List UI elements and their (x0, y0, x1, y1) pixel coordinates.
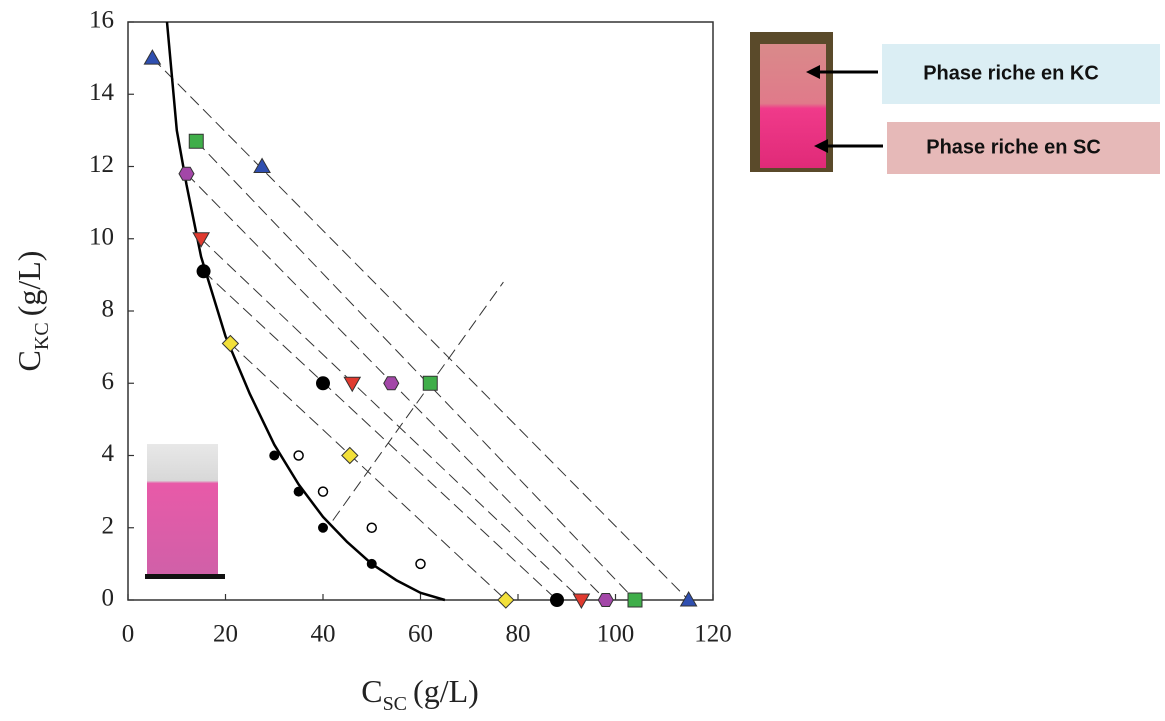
tie-line (152, 57, 689, 601)
marker (597, 593, 614, 607)
marker (679, 590, 698, 607)
y-label-symbol: C (11, 350, 47, 371)
marker (415, 558, 426, 570)
marker (293, 486, 304, 497)
x-tick-label: 0 (122, 621, 135, 648)
y-tick-label: 2 (102, 512, 115, 539)
x-tick-label: 100 (597, 621, 635, 648)
y-tick-label: 6 (102, 368, 115, 395)
arrow-head (806, 65, 820, 79)
annotation-box (882, 44, 1160, 104)
y-tick-label: 8 (102, 296, 115, 323)
marker (316, 376, 330, 391)
marker (366, 558, 377, 569)
y-tick-label: 10 (89, 223, 114, 250)
marker (293, 450, 304, 461)
x-tick-label: 40 (311, 621, 336, 648)
y-tick-label: 16 (89, 7, 114, 34)
x-axis-label: CSC (g/L) (361, 673, 479, 715)
marker (253, 157, 271, 173)
binodal-curve (165, 21, 446, 602)
marker (196, 264, 211, 279)
y-tick-label: 12 (89, 151, 114, 178)
marker (383, 376, 400, 391)
tie-line (195, 140, 636, 601)
inset-photo (145, 444, 225, 579)
annotation-text: Phase riche en SC (926, 136, 1101, 158)
x-tick-label: 60 (408, 621, 433, 648)
annotation-text: Phase riche en KC (923, 62, 1099, 84)
marker (269, 450, 280, 461)
arrow-head (814, 139, 828, 153)
x-tick-label: 80 (506, 621, 531, 648)
marker (341, 446, 359, 465)
marker (178, 166, 195, 181)
marker (422, 375, 438, 391)
x-label-symbol: C (361, 673, 382, 709)
annotation-box (887, 122, 1160, 174)
marker (343, 376, 362, 393)
tie-line (200, 238, 582, 601)
marker (572, 593, 591, 610)
marker (143, 49, 162, 65)
annotations: Phase riche en KC Phase riche en SC (806, 44, 1160, 174)
vial-photo (750, 32, 833, 172)
y-tick-label: 4 (102, 440, 115, 467)
y-tick-label: 14 (89, 79, 115, 106)
x-label-unit: (g/L) (413, 673, 479, 709)
marker (317, 486, 329, 497)
marker (221, 334, 240, 353)
marker (188, 133, 204, 149)
y-axis-label: CKC (g/L) (11, 251, 53, 372)
tie-line (203, 270, 558, 601)
x-label-subscript: SC (383, 693, 407, 715)
x-tick-label: 120 (694, 621, 732, 648)
marker (627, 592, 643, 608)
y-label-unit: (g/L) (11, 251, 47, 317)
x-tick-label: 20 (213, 621, 238, 648)
y-tick-label: 0 (102, 585, 115, 612)
marker (497, 591, 515, 609)
marker (318, 522, 328, 533)
marker (366, 522, 377, 533)
tie-line (332, 281, 504, 521)
marker (550, 593, 564, 607)
y-label-subscript: KC (31, 322, 53, 350)
marker (192, 232, 210, 248)
